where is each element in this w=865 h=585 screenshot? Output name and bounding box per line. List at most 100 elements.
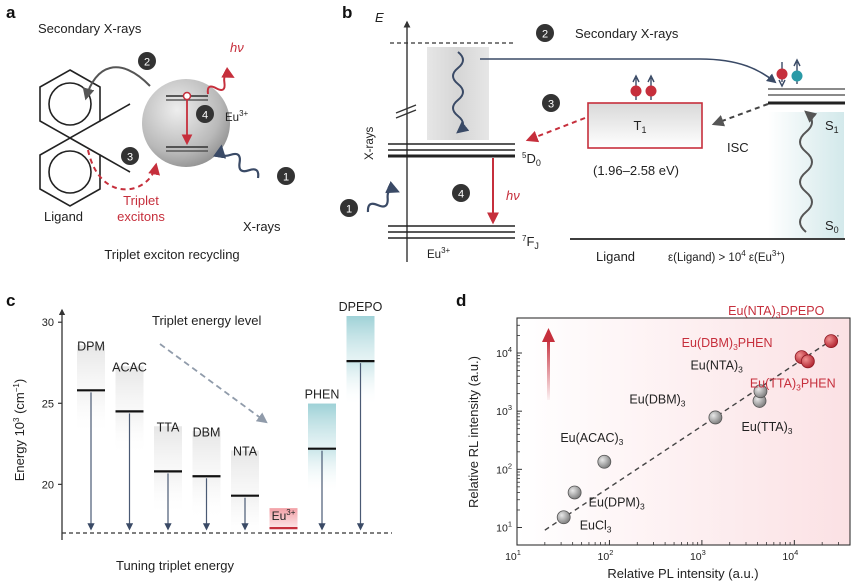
panel-b-secondary-xrays-label: Secondary X-rays — [575, 26, 679, 41]
point-label: Eu(DBM)3 — [629, 392, 685, 408]
secondary-xray-band — [427, 47, 489, 140]
energy-bar-nta: NTA — [231, 445, 259, 541]
panel-c: c Triplet energy level Energy 103 (cm−1)… — [6, 291, 392, 573]
axis-break — [395, 104, 417, 114]
svg-text:4: 4 — [458, 189, 464, 201]
scatter-point-eutta3phen: Eu(TTA)3PHEN — [750, 354, 836, 392]
panel-a-ligand-label: Ligand — [44, 209, 83, 224]
point-marker — [753, 384, 768, 399]
panel-a-caption: Triplet exciton recycling — [104, 247, 239, 262]
tuning-trend-arrow — [159, 343, 268, 424]
panel-a-triplet-label-1: Triplet — [123, 193, 159, 208]
svg-text:1: 1 — [346, 204, 352, 216]
energy-band-top — [346, 316, 375, 362]
panel-c-letter: c — [6, 291, 15, 310]
point-label: Eu(NTA)3DPEPO — [728, 304, 824, 320]
y-tick-label: 102 — [496, 461, 512, 476]
fj-label: 7FJ — [522, 234, 539, 251]
panel-b-xray-wave — [366, 181, 400, 213]
panel-b-eu-label: Eu3+ — [427, 246, 451, 261]
panel-c-ylabel: Energy 103 (cm−1) — [12, 379, 27, 481]
energy-bar-acac: ACAC — [112, 360, 147, 531]
energy-bar-eu3: Eu3+ — [269, 508, 298, 530]
step-badge-2: 2 — [138, 52, 156, 70]
y-tick-label: 103 — [496, 403, 512, 418]
energy-band-top — [192, 431, 221, 477]
point-marker — [556, 510, 571, 525]
x-tick-label: 102 — [598, 548, 614, 563]
point-label: Eu(DBM)3PHEN — [682, 336, 773, 352]
energy-bar-tta: TTA — [154, 420, 182, 531]
scatter-point-euacac3: Eu(ACAC)3 — [560, 431, 624, 469]
secondary-xray-to-ligand-arrow — [480, 58, 777, 84]
bar-label: PHEN — [305, 388, 340, 402]
panel-a-xrays-label: X-rays — [243, 219, 281, 234]
point-label: Eu(TTA)3PHEN — [750, 376, 836, 392]
triplet-spins — [630, 74, 657, 100]
eu-sphere — [142, 79, 230, 167]
s0-label: S0 — [825, 218, 839, 235]
panel-b-hv-label: hν — [506, 188, 520, 203]
panel-c-title: Triplet energy level — [152, 313, 261, 328]
energy-bar-dpm: DPM — [77, 339, 105, 531]
energy-band-top — [77, 345, 105, 391]
x-tick-label: 103 — [690, 548, 706, 563]
panel-d-axes: 101 102 103 104 101 102 103 104 — [496, 317, 851, 563]
energy-condition-label: ε(Ligand) > 104 ε(Eu3+) — [668, 249, 785, 264]
panel-d-background — [517, 318, 850, 545]
scatter-point-eucl3: EuCl3 — [556, 510, 612, 534]
y-tick-label: 20 — [42, 479, 54, 491]
isc-arrow — [711, 103, 769, 127]
scatter-point-eudbm3: Eu(DBM)3 — [629, 392, 723, 425]
t1-box — [587, 102, 703, 149]
step-badge-3: 3 — [121, 147, 139, 165]
bar-label: ACAC — [112, 360, 147, 374]
energy-band-top — [154, 426, 182, 472]
panel-d: d 101 102 103 104 101 102 103 104 EuCl3 Eu(DPM)3… — [456, 291, 851, 581]
panel-d-xlabel: Relative PL intensity (a.u.) — [607, 566, 758, 581]
energy-bar-phen: PHEN — [305, 388, 340, 531]
energy-bar-dbm: DBM — [192, 425, 221, 531]
isc-label: ISC — [727, 140, 749, 155]
y-tick-label: 30 — [42, 317, 54, 329]
xrays-axis-label: X-rays — [364, 127, 376, 160]
svg-text:4: 4 — [202, 110, 208, 122]
svg-text:3: 3 — [127, 152, 133, 164]
step-badge-1: 1 — [277, 167, 295, 185]
step-badge-1: 1 — [340, 199, 358, 217]
electron-dot — [182, 91, 192, 101]
panel-b-ligand-label: Ligand — [596, 249, 635, 264]
panel-b: b E X-rays 2 Secondary X-rays 5D0 7FJ hν — [340, 3, 845, 264]
t1-range-label: (1.96–2.58 eV) — [593, 163, 679, 178]
energy-band-top — [231, 450, 259, 496]
x-tick-label: 101 — [505, 548, 521, 563]
svg-text:2: 2 — [542, 29, 548, 41]
panel-a-secondary-xrays-label: Secondary X-rays — [38, 21, 142, 36]
svg-text:2: 2 — [144, 57, 150, 69]
x-tick-label: 104 — [782, 548, 798, 563]
triplet-transfer-arrow — [87, 149, 160, 191]
s1-label: S1 — [825, 118, 839, 135]
point-label: Eu(TTA)3 — [742, 420, 793, 436]
energy-bar-dpepo: DPEPO — [339, 300, 383, 531]
xray-wave — [213, 144, 260, 179]
d0-label: 5D0 — [522, 151, 541, 168]
panel-d-ylabel: Relative RL intensity (a.u.) — [466, 356, 481, 508]
svg-text:1: 1 — [283, 172, 289, 184]
panel-c-bars: DPM ACAC TTA DBM NTA Eu3+ PHEN DPEPO — [77, 300, 383, 541]
step-badge-4: 4 — [196, 105, 214, 123]
scatter-point-eudpm3: Eu(DPM)3 — [567, 485, 645, 511]
point-marker — [597, 454, 612, 469]
point-label: Eu(DPM)3 — [589, 495, 645, 511]
ligand-structure — [39, 69, 131, 207]
panel-a-triplet-label-2: excitons — [117, 209, 165, 224]
eu-level-label: Eu3+ — [272, 508, 296, 523]
point-marker — [824, 334, 839, 349]
fit-line — [544, 334, 839, 531]
panel-a-letter: a — [6, 3, 16, 22]
scatter-point-eunta3dpepo: Eu(NTA)3DPEPO — [728, 304, 839, 349]
photon-emission-wave — [206, 66, 235, 95]
panel-a: a Secondary X-rays hν Eu3+ — [6, 3, 295, 262]
bar-label: DPEPO — [339, 300, 383, 314]
secondary-xray-wave — [452, 51, 470, 134]
